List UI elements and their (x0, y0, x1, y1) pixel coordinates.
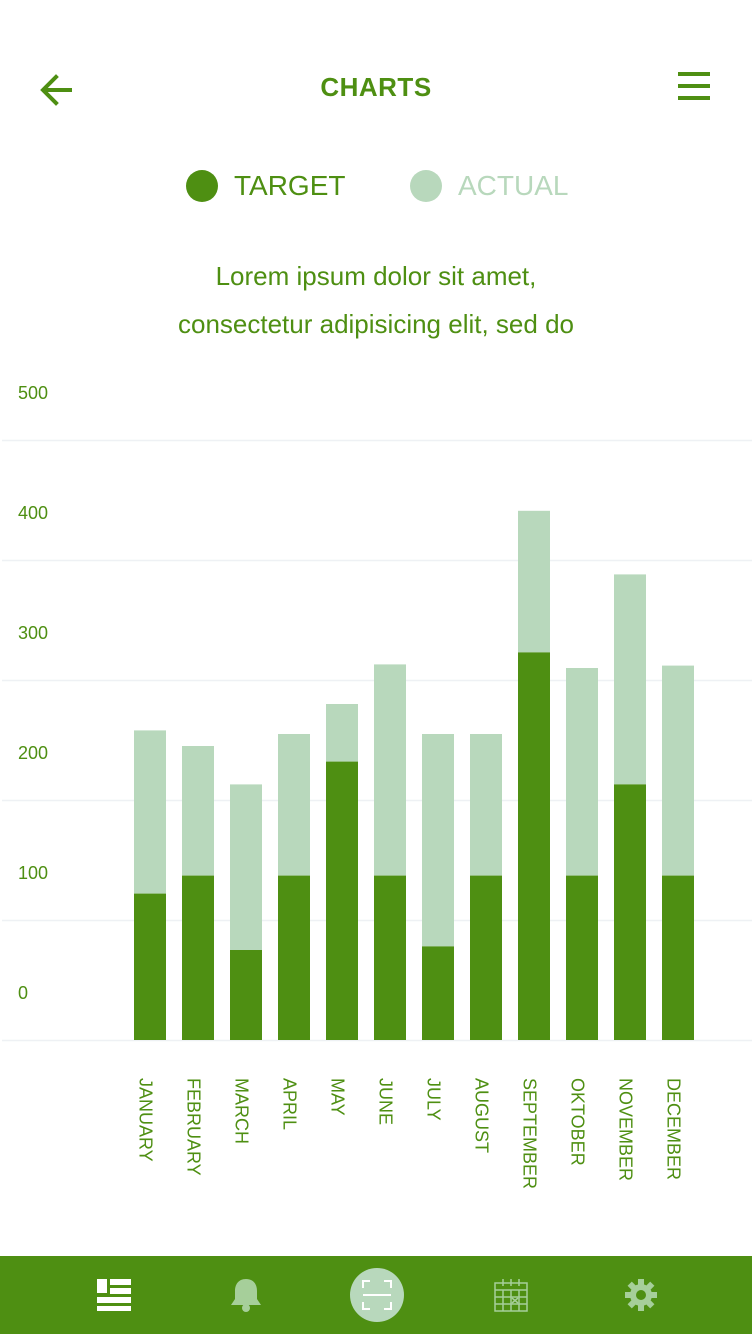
bar-actual (134, 730, 166, 894)
chart-description-line-2: consectetur adipisicing elit, sed do (177, 309, 574, 339)
legend-item-target[interactable]: TARGET (186, 166, 345, 206)
bar-target (518, 652, 550, 1040)
bar-actual (230, 784, 262, 950)
x-tick-label: OKTOBER (567, 1078, 587, 1166)
bottom-tab-bar (0, 1256, 752, 1334)
bar-target (182, 875, 214, 1040)
x-tick-label: JUNE (375, 1078, 395, 1125)
back-button[interactable] (36, 70, 76, 110)
x-tick-label: DECEMBER (663, 1078, 683, 1180)
x-tick-label: JANUARY (135, 1078, 155, 1162)
legend-swatch-target (186, 170, 218, 202)
bar-actual (614, 574, 646, 785)
scan-icon (362, 1280, 392, 1310)
legend-swatch-actual (410, 170, 442, 202)
bar-actual (374, 664, 406, 876)
x-tick-label: NOVEMBER (615, 1078, 635, 1181)
tab-scan[interactable] (337, 1256, 417, 1334)
bell-icon (231, 1279, 261, 1312)
y-tick-label: 0 (18, 983, 28, 1003)
bar-target (614, 784, 646, 1040)
y-tick-label: 300 (18, 623, 48, 643)
bar-target (566, 875, 598, 1040)
chart-description: Lorem ipsum dolor sit amet, consectetur … (0, 252, 752, 348)
stacked-bar-chart: 0 100 200 300 400 500 JANUARY FEBRUARY MARCH APRI… (2, 383, 752, 1189)
bar-target (134, 893, 166, 1040)
legend-item-actual[interactable]: ACTUAL (410, 166, 568, 206)
bar-target (470, 875, 502, 1040)
menu-button[interactable] (674, 68, 714, 104)
y-tick-label: 100 (18, 863, 48, 883)
calendar-icon (494, 1279, 528, 1312)
x-tick-label: APRIL (279, 1078, 299, 1130)
bar-actual (326, 704, 358, 762)
bar-target (326, 761, 358, 1040)
x-tick-label: AUGUST (471, 1078, 491, 1153)
bar-actual (278, 734, 310, 876)
legend-label-actual: ACTUAL (458, 170, 569, 201)
scan-button-circle (350, 1268, 404, 1322)
y-tick-label: 500 (18, 383, 48, 403)
tab-settings[interactable] (601, 1256, 681, 1334)
legend-label-target: TARGET (234, 170, 346, 201)
hamburger-menu-icon (678, 72, 710, 100)
x-tick-label: MAY (327, 1078, 347, 1116)
dashboard-icon (97, 1279, 131, 1311)
bar-actual (566, 668, 598, 876)
bar-actual (518, 510, 550, 653)
chart-legend: TARGET ACTUAL (0, 166, 752, 206)
x-tick-label: FEBRUARY (183, 1078, 203, 1176)
y-tick-label: 200 (18, 743, 48, 763)
bar-target (662, 875, 694, 1040)
chart-description-line-1: Lorem ipsum dolor sit amet, (215, 261, 537, 291)
x-tick-label: MARCH (231, 1078, 251, 1144)
bar-target (422, 946, 454, 1040)
tab-dashboard[interactable] (74, 1256, 154, 1334)
bar-actual (662, 665, 694, 876)
bar-target (278, 875, 310, 1040)
x-tick-label: JULY (423, 1078, 443, 1121)
arrow-left-icon (40, 74, 72, 106)
y-tick-label: 400 (18, 503, 48, 523)
bar-target (230, 950, 262, 1040)
bar-actual (422, 734, 454, 947)
tab-notifications[interactable] (206, 1256, 286, 1334)
header: CHARTS (0, 0, 752, 170)
x-tick-label: SEPTEMBER (519, 1078, 539, 1189)
bar-target (374, 875, 406, 1040)
page-title: CHARTS (320, 72, 432, 102)
tab-calendar[interactable] (471, 1256, 551, 1334)
settings-icon (625, 1279, 657, 1311)
bar-actual (470, 734, 502, 876)
bar-actual (182, 746, 214, 876)
